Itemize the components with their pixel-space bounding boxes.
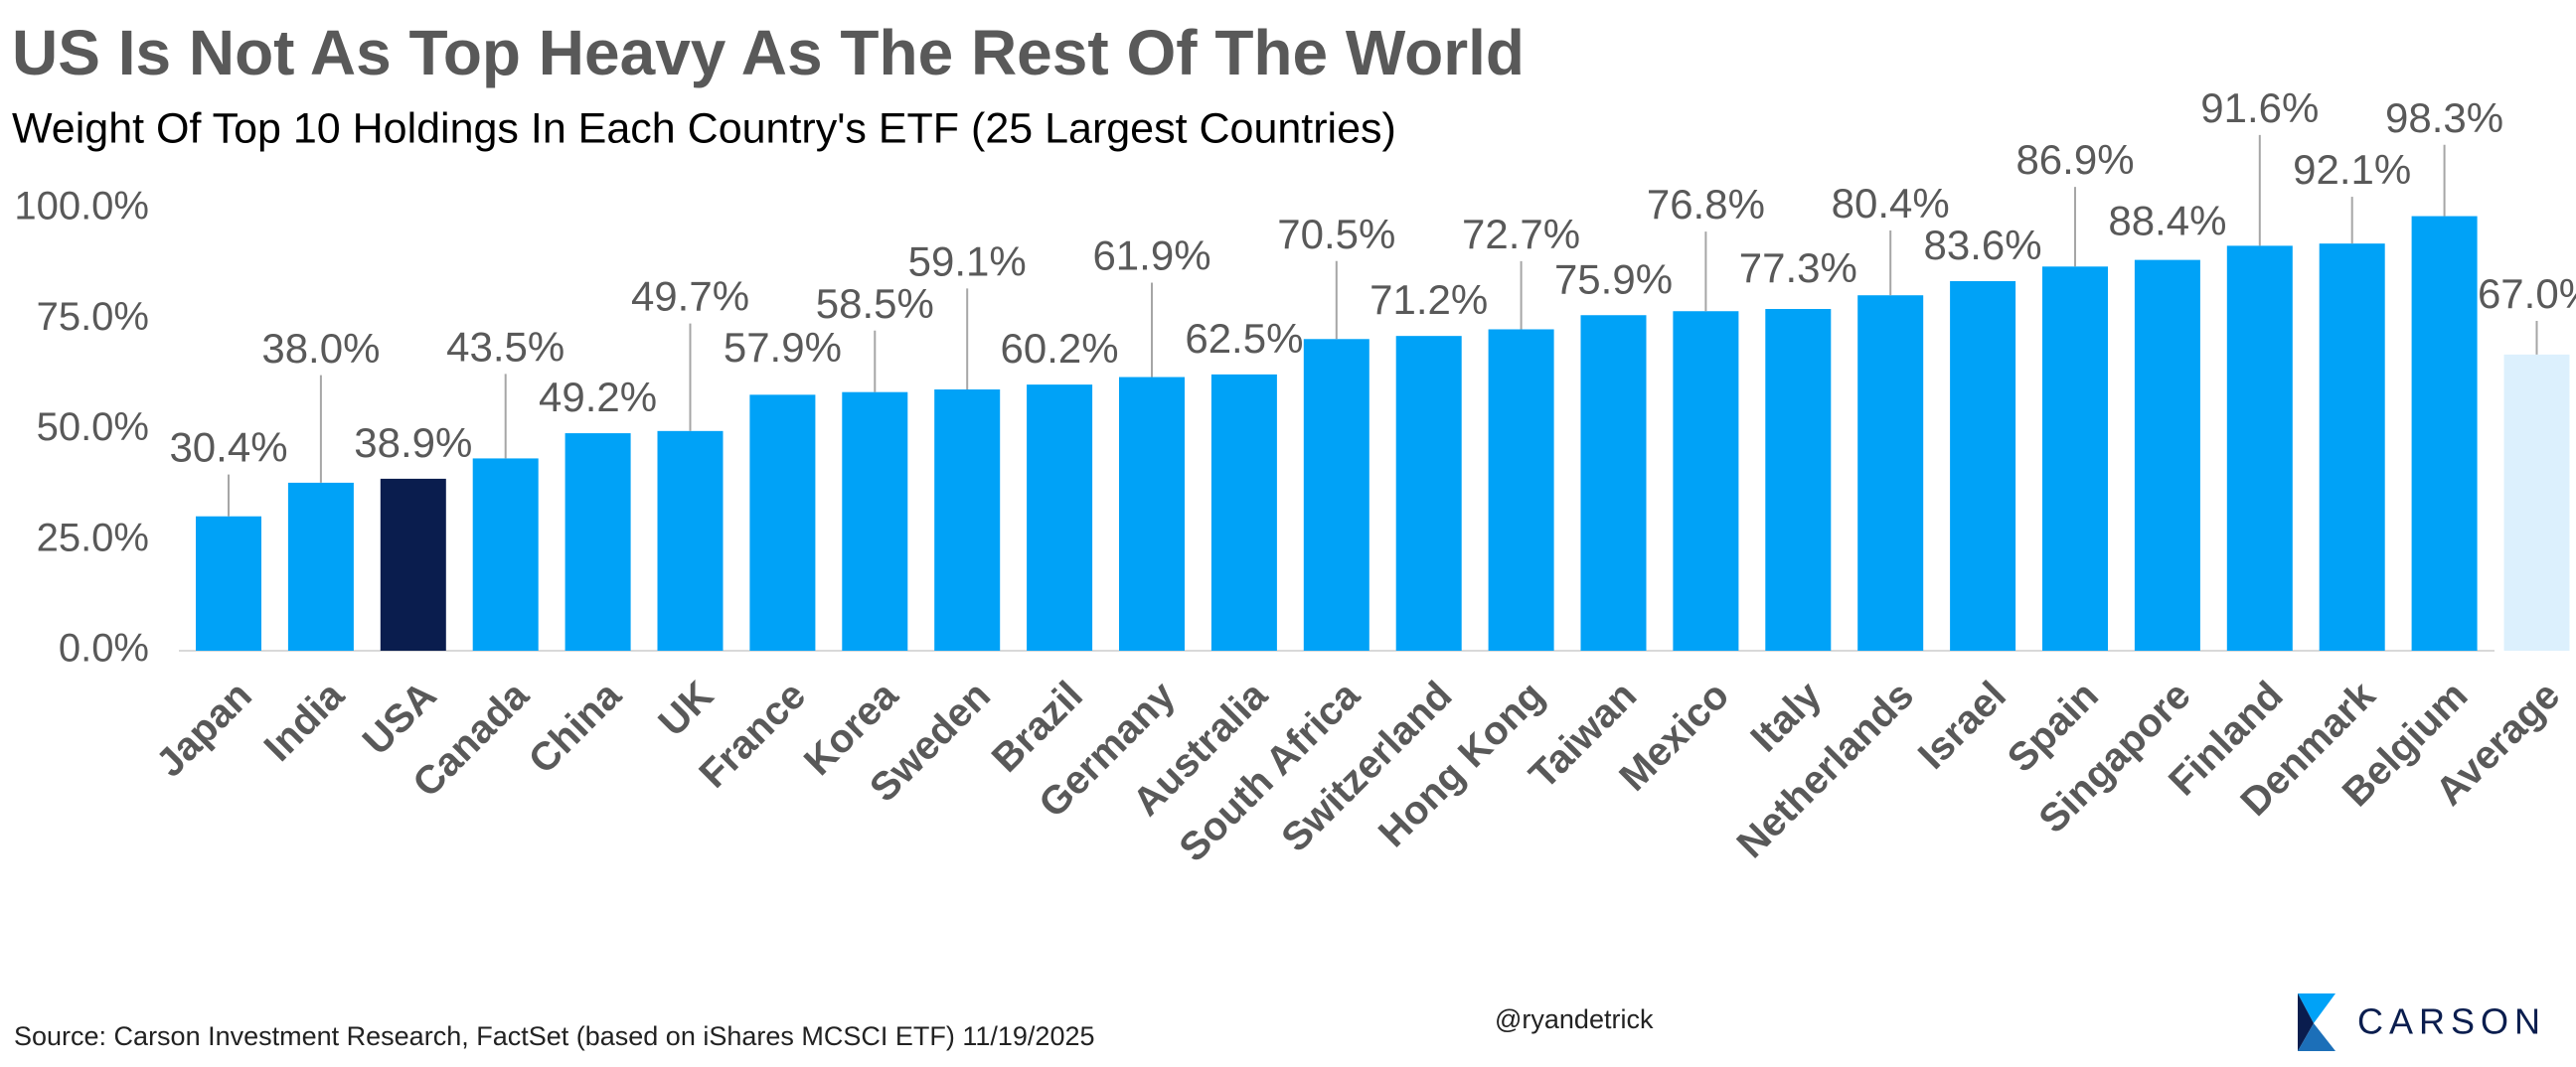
bar <box>472 458 539 651</box>
bar <box>1210 374 1277 651</box>
bar <box>2134 259 2200 651</box>
x-tick-label: Israel <box>1910 674 2014 778</box>
value-label: 49.2% <box>539 374 657 420</box>
value-label: 80.4% <box>1832 180 1950 227</box>
value-label: 88.4% <box>2108 197 2226 243</box>
y-tick-label: 25.0% <box>37 516 149 559</box>
bar <box>1027 384 1093 651</box>
value-label: 83.6% <box>1924 222 2042 268</box>
source-note: Source: Carson Investment Research, Fact… <box>14 1021 1095 1051</box>
value-label: 58.5% <box>816 280 934 327</box>
bar <box>1765 309 1832 651</box>
brand-name: CARSON <box>2357 1001 2546 1042</box>
bar <box>196 516 261 651</box>
y-tick-label: 50.0% <box>37 405 149 449</box>
value-label: 98.3% <box>2385 94 2503 141</box>
bar <box>1857 295 1924 651</box>
bar <box>380 478 446 651</box>
value-label: 70.5% <box>1277 211 1395 257</box>
value-label: 43.5% <box>446 323 564 370</box>
y-tick-label: 75.0% <box>37 295 149 339</box>
x-tick-label: Japan <box>148 674 260 786</box>
chart-title: US Is Not As Top Heavy As The Rest Of Th… <box>12 17 1525 88</box>
bar <box>1673 311 1739 651</box>
value-label: 92.1% <box>2293 146 2411 193</box>
value-label: 77.3% <box>1739 244 1857 291</box>
bar <box>2226 245 2293 651</box>
logo-shape <box>2298 993 2335 1023</box>
x-tick-label: France <box>691 674 814 797</box>
bar <box>564 433 631 651</box>
value-label: 60.2% <box>1001 325 1119 372</box>
brand-logo: CARSON <box>2298 993 2546 1051</box>
handle: @ryandetrick <box>1495 1004 1654 1034</box>
value-label: 71.2% <box>1369 276 1488 323</box>
bar <box>657 430 724 651</box>
bar <box>842 391 908 651</box>
value-label: 30.4% <box>169 424 287 471</box>
bar <box>1303 339 1369 651</box>
value-label: 72.7% <box>1462 211 1580 257</box>
bar <box>749 394 816 651</box>
bar <box>2042 266 2108 651</box>
bar <box>2319 243 2385 651</box>
bar <box>287 482 354 651</box>
logo-shape <box>2298 1023 2335 1051</box>
x-tick-label: China <box>521 673 630 782</box>
y-tick-label: 0.0% <box>59 627 149 671</box>
value-label: 91.6% <box>2200 84 2319 131</box>
bar <box>934 389 1001 651</box>
value-label: 57.9% <box>724 324 842 371</box>
value-label: 49.7% <box>631 273 749 320</box>
x-tick-label: India <box>256 673 354 770</box>
bar <box>1950 280 2016 651</box>
bar <box>1395 336 1462 651</box>
value-label: 86.9% <box>2015 136 2134 183</box>
bar <box>2411 216 2478 651</box>
value-label: 59.1% <box>908 237 1027 284</box>
bar <box>2503 354 2570 651</box>
y-tick-label: 100.0% <box>14 185 149 229</box>
value-label: 62.5% <box>1185 315 1303 362</box>
value-label: 38.9% <box>354 419 472 466</box>
value-label: 67.0% <box>2478 270 2576 317</box>
x-tick-label: UK <box>650 674 722 745</box>
bar <box>1119 377 1185 651</box>
logo-shape <box>2298 993 2314 1051</box>
value-label: 76.8% <box>1647 181 1765 228</box>
bar <box>1580 315 1647 651</box>
bar <box>1488 329 1554 651</box>
value-label: 61.9% <box>1092 232 1210 279</box>
value-label: 38.0% <box>261 325 380 372</box>
chart-subtitle: Weight Of Top 10 Holdings In Each Countr… <box>12 104 1396 152</box>
value-label: 75.9% <box>1554 255 1673 302</box>
